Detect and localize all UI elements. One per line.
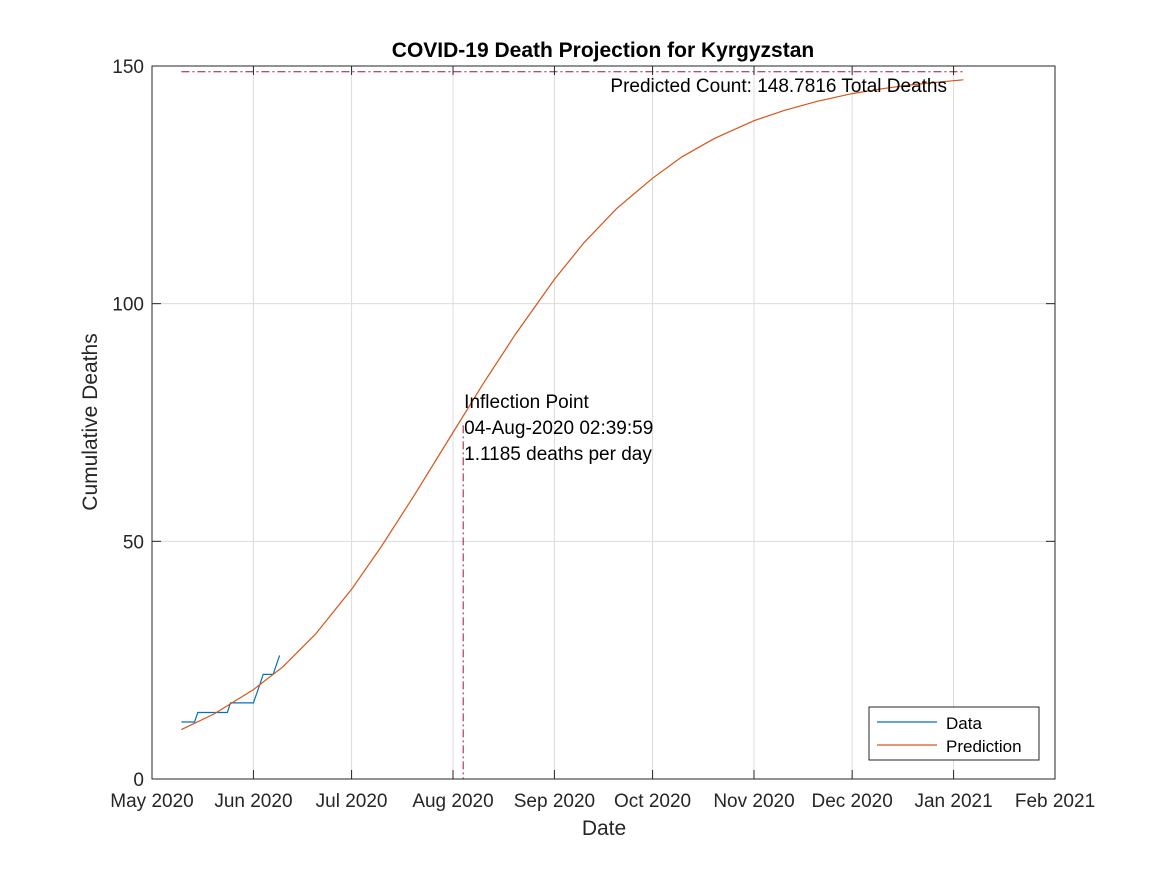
x-tick-label: May 2020	[110, 791, 193, 812]
plot-box	[151, 65, 1056, 780]
y-tick-label: 150	[112, 57, 144, 78]
reference-lines	[181, 71, 964, 779]
y-tick-label: 100	[112, 295, 144, 316]
predicted-count-annotation: Predicted Count: 148.7816 Total Deaths	[610, 76, 947, 97]
y-tick-label: 0	[133, 770, 144, 791]
prediction-series-line	[181, 79, 964, 731]
legend-box	[868, 706, 1040, 761]
ticks: May 2020 Jun 2020 Jul 2020 Aug 2020 Sep 2020…	[110, 57, 1095, 812]
y-tick-label: 50	[123, 532, 144, 553]
chart-title: COVID-19 Death Projection for Kyrgyzstan	[392, 39, 814, 62]
legend-label-data: Data	[946, 714, 982, 733]
inflection-annotation-line: Inflection Point	[464, 392, 589, 413]
y-axis-label: Cumulative Deaths	[79, 333, 102, 510]
x-tick-label: Jul 2020	[316, 791, 388, 812]
legend: Data Prediction	[868, 706, 1040, 761]
plot-area	[152, 66, 1055, 779]
data-series-line	[181, 655, 281, 723]
inflection-annotation-line: 04-Aug-2020 02:39:59	[464, 418, 653, 439]
x-tick-label: Oct 2020	[614, 791, 691, 812]
x-tick-label: Nov 2020	[713, 791, 794, 812]
series-lines	[181, 79, 964, 731]
x-tick-label: Feb 2021	[1015, 791, 1095, 812]
x-tick-label: Jan 2021	[914, 791, 992, 812]
x-tick-label: Sep 2020	[514, 791, 595, 812]
inflection-annotation-line: 1.1185 deaths per day	[464, 444, 652, 465]
annotations: Predicted Count: 148.7816 Total Deaths In…	[464, 76, 947, 465]
x-tick-label: Jun 2020	[214, 791, 292, 812]
legend-label-prediction: Prediction	[946, 737, 1022, 756]
x-tick-label: Aug 2020	[412, 791, 493, 812]
x-tick-label: Dec 2020	[811, 791, 892, 812]
x-axis-label: Date	[582, 817, 626, 840]
